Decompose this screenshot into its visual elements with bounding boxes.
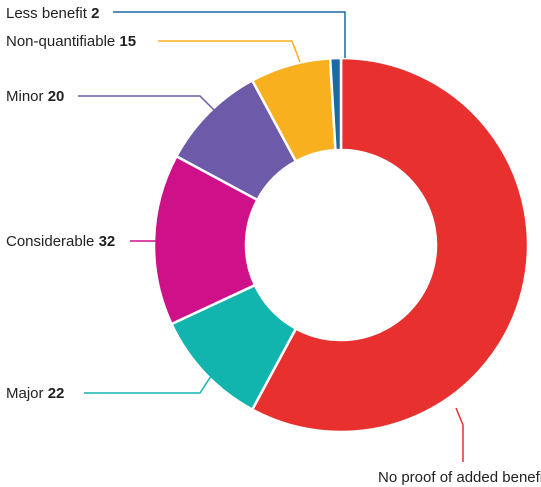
leader-line-major [84,372,214,394]
label-value-considerable: 32 [99,233,116,250]
slice-considerable [152,155,259,326]
label-name-non-quantifiable: Non-quantifiable [6,33,119,50]
label-name-minor: Minor [6,88,48,105]
label-name-considerable: Considerable [6,233,99,250]
leader-lines [78,11,464,462]
label-name-less-benefit: Less benefit [6,5,91,22]
label-considerable: Considerable 32 [6,233,115,250]
label-non-quantifiable: Non-quantifiable 15 [6,33,136,50]
slice-labels: No proof of added benefit 125 Major 22 Con… [6,5,541,486]
label-no-proof-of-added-benefit: No proof of added benefit 125 [378,469,541,486]
slice-less-benefit [328,56,343,152]
leader-line-non-quantifiable [158,40,301,63]
donut-slices [152,56,530,434]
label-value-less-benefit: 2 [91,5,99,22]
label-value-minor: 20 [48,88,65,105]
leader-line-minor [78,95,217,113]
leader-line-less-benefit [113,11,346,58]
label-value-major: 22 [48,385,65,402]
label-less-benefit: Less benefit 2 [6,5,99,22]
slice-no-proof-of-added-benefit [251,56,530,434]
label-minor: Minor 20 [6,88,64,105]
label-name-no-proof-of-added-benefit: No proof of added benefit [378,469,541,486]
label-value-non-quantifiable: 15 [119,33,136,50]
label-major: Major 22 [6,385,64,402]
leader-line-no-proof-of-added-benefit [455,407,464,462]
label-name-major: Major [6,385,48,402]
